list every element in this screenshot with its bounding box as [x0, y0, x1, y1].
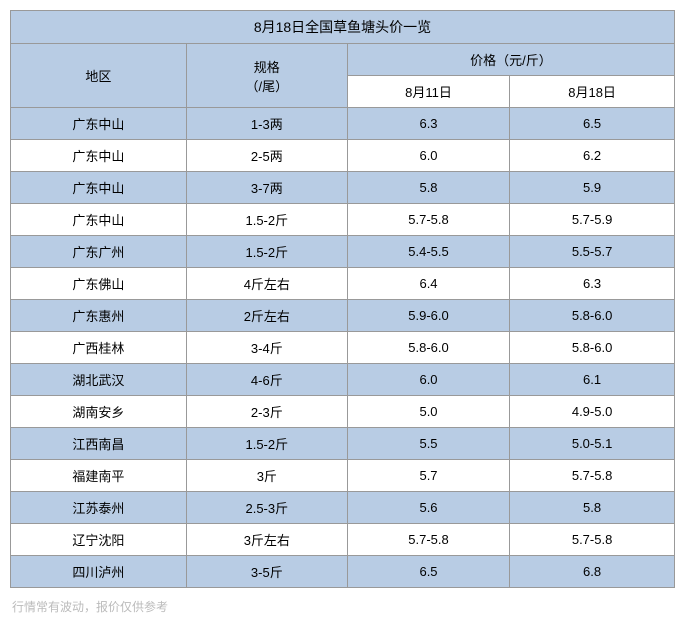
cell-region: 广东中山 [11, 108, 187, 140]
cell-p1: 5.6 [347, 492, 509, 524]
cell-p1: 5.7 [347, 460, 509, 492]
table-row: 广东中山1.5-2斤5.7-5.85.7-5.9 [11, 204, 675, 236]
cell-spec: 4-6斤 [186, 364, 347, 396]
cell-region: 湖南安乡 [11, 396, 187, 428]
cell-p1: 5.8 [347, 172, 509, 204]
cell-spec: 1.5-2斤 [186, 204, 347, 236]
cell-region: 广东广州 [11, 236, 187, 268]
table-row: 广东中山3-7两5.85.9 [11, 172, 675, 204]
cell-region: 广东中山 [11, 172, 187, 204]
cell-p1: 6.0 [347, 140, 509, 172]
table-row: 广东惠州2斤左右5.9-6.05.8-6.0 [11, 300, 675, 332]
table-row: 福建南平3斤5.75.7-5.8 [11, 460, 675, 492]
cell-p1: 5.7-5.8 [347, 204, 509, 236]
cell-spec: 1.5-2斤 [186, 428, 347, 460]
cell-spec: 3-5斤 [186, 556, 347, 588]
table-row: 江苏泰州2.5-3斤5.65.8 [11, 492, 675, 524]
cell-region: 江苏泰州 [11, 492, 187, 524]
cell-spec: 2斤左右 [186, 300, 347, 332]
cell-spec: 1.5-2斤 [186, 236, 347, 268]
cell-region: 广东中山 [11, 204, 187, 236]
cell-region: 广东佛山 [11, 268, 187, 300]
cell-p2: 6.3 [510, 268, 675, 300]
cell-p2: 5.7-5.8 [510, 460, 675, 492]
cell-p1: 5.4-5.5 [347, 236, 509, 268]
col-price-header: 价格（元/斤） [347, 44, 674, 76]
cell-region: 广西桂林 [11, 332, 187, 364]
col-date1: 8月11日 [347, 76, 509, 108]
table-row: 辽宁沈阳3斤左右5.7-5.85.7-5.8 [11, 524, 675, 556]
cell-spec: 3-4斤 [186, 332, 347, 364]
price-table: 8月18日全国草鱼塘头价一览 地区 规格 （/尾） 价格（元/斤） 8月11日 … [10, 10, 675, 588]
table-row: 湖南安乡2-3斤5.04.9-5.0 [11, 396, 675, 428]
cell-p2: 5.9 [510, 172, 675, 204]
cell-p2: 5.7-5.8 [510, 524, 675, 556]
cell-p2: 5.8 [510, 492, 675, 524]
table-row: 广西桂林3-4斤5.8-6.05.8-6.0 [11, 332, 675, 364]
cell-p1: 5.9-6.0 [347, 300, 509, 332]
cell-p2: 6.8 [510, 556, 675, 588]
cell-p1: 5.5 [347, 428, 509, 460]
col-region: 地区 [11, 44, 187, 108]
cell-p1: 6.3 [347, 108, 509, 140]
cell-p2: 5.0-5.1 [510, 428, 675, 460]
cell-spec: 4斤左右 [186, 268, 347, 300]
cell-region: 江西南昌 [11, 428, 187, 460]
cell-p1: 6.5 [347, 556, 509, 588]
cell-p2: 6.5 [510, 108, 675, 140]
cell-spec: 3-7两 [186, 172, 347, 204]
cell-p1: 6.4 [347, 268, 509, 300]
table-row: 广东中山1-3两6.36.5 [11, 108, 675, 140]
table-row: 江西南昌1.5-2斤5.55.0-5.1 [11, 428, 675, 460]
table-title: 8月18日全国草鱼塘头价一览 [11, 11, 675, 44]
cell-spec: 2-5两 [186, 140, 347, 172]
cell-region: 广东惠州 [11, 300, 187, 332]
cell-p2: 5.5-5.7 [510, 236, 675, 268]
cell-p1: 6.0 [347, 364, 509, 396]
cell-p1: 5.0 [347, 396, 509, 428]
table-row: 广东佛山4斤左右6.46.3 [11, 268, 675, 300]
cell-spec: 1-3两 [186, 108, 347, 140]
cell-region: 辽宁沈阳 [11, 524, 187, 556]
cell-p1: 5.8-6.0 [347, 332, 509, 364]
cell-p2: 4.9-5.0 [510, 396, 675, 428]
cell-p2: 5.8-6.0 [510, 332, 675, 364]
cell-region: 广东中山 [11, 140, 187, 172]
cell-spec: 2.5-3斤 [186, 492, 347, 524]
cell-p2: 6.1 [510, 364, 675, 396]
table-row: 广东广州1.5-2斤5.4-5.55.5-5.7 [11, 236, 675, 268]
cell-region: 湖北武汉 [11, 364, 187, 396]
cell-spec: 3斤 [186, 460, 347, 492]
cell-region: 福建南平 [11, 460, 187, 492]
footnote: 行情常有波动，报价仅供参考 [10, 598, 675, 615]
col-date2: 8月18日 [510, 76, 675, 108]
table-row: 广东中山2-5两6.06.2 [11, 140, 675, 172]
cell-region: 四川泸州 [11, 556, 187, 588]
cell-p2: 5.7-5.9 [510, 204, 675, 236]
table-row: 湖北武汉4-6斤6.06.1 [11, 364, 675, 396]
table-row: 四川泸州3-5斤6.56.8 [11, 556, 675, 588]
cell-p1: 5.7-5.8 [347, 524, 509, 556]
col-spec: 规格 （/尾） [186, 44, 347, 108]
cell-p2: 6.2 [510, 140, 675, 172]
cell-spec: 3斤左右 [186, 524, 347, 556]
cell-p2: 5.8-6.0 [510, 300, 675, 332]
cell-spec: 2-3斤 [186, 396, 347, 428]
table-body: 广东中山1-3两6.36.5广东中山2-5两6.06.2广东中山3-7两5.85… [11, 108, 675, 588]
